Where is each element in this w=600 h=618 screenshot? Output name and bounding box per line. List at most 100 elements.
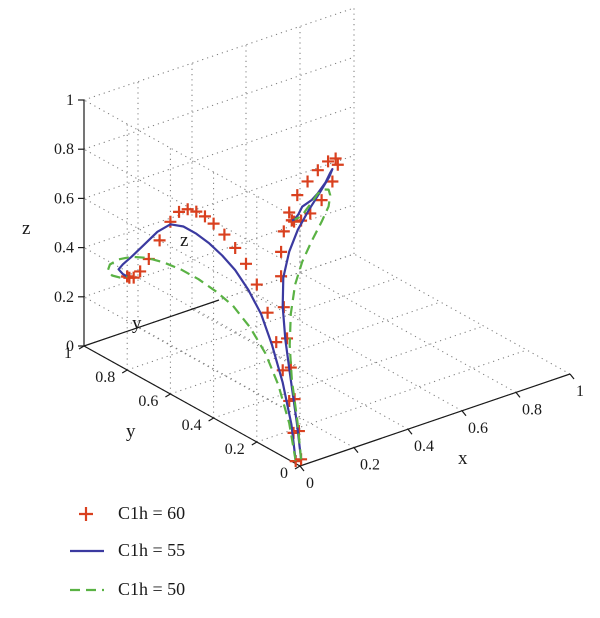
x-tick-mark	[407, 428, 413, 435]
grid-line	[83, 56, 355, 150]
y-tick-mark	[251, 441, 258, 446]
y-tick-mark	[294, 465, 301, 470]
projection-series-0-point	[270, 336, 283, 349]
series-0-point	[322, 155, 335, 168]
grid-line	[127, 277, 398, 371]
x-tick-mark	[353, 447, 359, 453]
projection-series-0-point	[134, 265, 147, 278]
z-axis-label: z	[22, 218, 30, 239]
projection-baseline	[83, 299, 220, 347]
projection-z-label: z	[180, 230, 188, 251]
grid-line	[83, 105, 355, 199]
axes	[78, 99, 575, 472]
y-tick-label: 0.6	[138, 393, 158, 410]
projection-series-0-point	[229, 241, 242, 254]
x-tick-label: 0.2	[360, 457, 380, 474]
x-tick-mark	[515, 392, 521, 398]
z-tick-label: 0.4	[54, 240, 74, 257]
x-tick-label: 1	[576, 383, 584, 400]
projection-y-label: y	[132, 313, 142, 334]
series-0-point	[288, 215, 301, 228]
z-tick-label: 0.8	[54, 141, 74, 158]
projection-series-0-point	[250, 278, 263, 291]
projection-series-0-point	[218, 228, 231, 241]
legend-marker-plus	[79, 507, 93, 521]
y-tick-label: 0.4	[182, 417, 202, 434]
legend: C1h = 60 C1h = 55 C1h = 50	[70, 503, 185, 599]
projection-series-1-line	[117, 223, 297, 462]
series-0-point	[283, 206, 296, 219]
z-tick-label: 0.2	[54, 289, 74, 306]
x-tick-label: 0	[306, 475, 314, 492]
series-0-point	[291, 189, 304, 202]
series-1-line	[281, 168, 334, 460]
y-tick-label: 0.2	[225, 441, 245, 458]
projection-series-0-point	[261, 306, 274, 319]
y-tick-mark	[165, 393, 171, 398]
series-0-point	[329, 152, 342, 165]
projection-series-0-point	[181, 203, 194, 216]
projection-series-0-point	[190, 205, 203, 218]
x-tick-label: 0.8	[522, 401, 542, 418]
projection-series-0-point	[207, 217, 220, 230]
grid-line	[245, 290, 463, 412]
y-tick-label: 1	[64, 345, 72, 362]
x-axis-line	[299, 373, 571, 467]
legend-item-c1h-50: C1h = 50	[70, 579, 185, 599]
projection-series-0-point	[153, 234, 166, 247]
grid-line	[83, 99, 301, 221]
series-0-point	[281, 332, 294, 345]
grid-line	[299, 271, 517, 393]
y-tick-mark	[78, 345, 85, 350]
grid-line	[256, 349, 527, 443]
grid-line	[83, 7, 355, 101]
x-tick-label: 0.6	[468, 420, 488, 437]
y-tick-mark	[121, 369, 128, 374]
grid-line	[191, 308, 409, 430]
z-tick-label: 0	[66, 338, 74, 355]
projection-series-0-point	[123, 271, 136, 284]
y-axis-line	[83, 345, 301, 467]
x-tick-labels: 0 0.2 0.4 0.6 0.8 1	[306, 383, 584, 492]
projection-series-0-point	[173, 205, 186, 218]
series-0-point	[326, 175, 339, 188]
z-tick-labels: 0 0.2 0.4 0.6 0.8 1	[54, 92, 74, 355]
legend-label-c1h-55: C1h = 55	[118, 540, 185, 560]
y-tick-label: 0.8	[95, 369, 115, 386]
grid-line	[213, 325, 484, 419]
grid-line	[170, 301, 441, 395]
main-curves	[275, 152, 344, 466]
projected-curves	[106, 203, 302, 468]
series-0-point	[315, 194, 328, 207]
z-tick-label: 1	[66, 92, 74, 109]
z-tick-label: 0.6	[54, 190, 74, 207]
y-tick-labels: 0 0.2 0.4 0.6 0.8 1	[64, 345, 288, 482]
series-0-point	[275, 270, 288, 283]
grid-line	[83, 155, 355, 249]
series-0-point	[331, 158, 344, 171]
x-tick-label: 0.4	[414, 438, 434, 455]
grid-line	[353, 253, 571, 375]
series-0-point	[311, 164, 324, 177]
legend-item-c1h-60: C1h = 60	[79, 503, 185, 523]
series-0-point	[275, 245, 288, 258]
grid-line	[83, 204, 355, 298]
projection-series-0-point	[198, 210, 211, 223]
legend-item-c1h-55: C1h = 55	[70, 540, 185, 560]
y-tick-label: 0	[280, 465, 288, 482]
series-0-point	[277, 225, 290, 238]
y-tick-mark	[208, 417, 214, 422]
legend-label-c1h-60: C1h = 60	[118, 503, 185, 523]
legend-label-c1h-50: C1h = 50	[118, 579, 185, 599]
y-axis-label: y	[126, 421, 136, 442]
projection-series-0-point	[164, 215, 177, 228]
series-0-point	[301, 175, 314, 188]
projection-series-0-point	[240, 257, 252, 270]
x-tick-mark	[299, 465, 305, 472]
x-axis-label: x	[458, 448, 468, 469]
x-tick-mark	[461, 410, 467, 417]
projection-series-2-line	[106, 255, 297, 462]
x-tick-mark	[569, 373, 575, 380]
grid-line	[83, 197, 301, 319]
